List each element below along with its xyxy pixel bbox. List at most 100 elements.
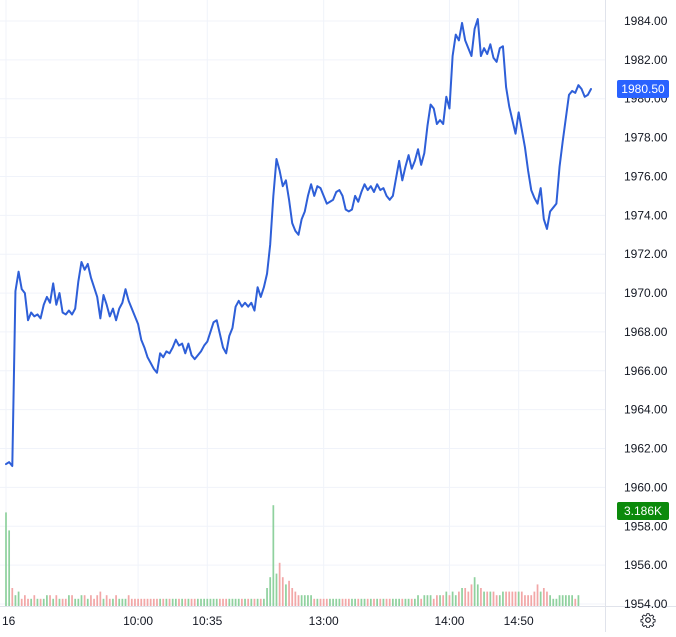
volume-bar [124,598,127,606]
volume-bar [105,595,108,606]
volume-bar [325,598,328,606]
volume-bar [212,598,215,606]
gear-icon[interactable] [640,612,656,628]
volume-bar [319,598,322,606]
volume-bar [492,591,495,606]
volume-bar [184,598,187,606]
volume-bar [30,598,33,606]
volume-bar [171,598,174,606]
volume-bar [388,598,391,606]
volume-bar [281,577,284,606]
volume-bar [357,598,360,606]
y-tick-label: 1972.00 [624,247,668,261]
volume-bar [480,588,482,606]
volume-bar [564,595,567,606]
volume-bar [253,598,256,606]
volume-bar [568,595,570,606]
volume-bar [168,598,171,606]
volume-bar [17,591,20,606]
volume-bar [181,598,183,606]
volume-bar [461,588,463,606]
volume-bar [134,598,136,606]
volume-bar [137,598,139,606]
volume-bar [99,591,102,606]
volume-badge-label: 3.186K [624,504,662,518]
volume-bar [244,598,246,606]
volume-bar [5,512,7,606]
volume-bar [558,595,561,606]
volume-bar [259,598,262,606]
volume-bar [464,588,467,606]
volume-bar [228,598,231,606]
volume-bar [391,598,394,606]
volume-bar [549,595,551,606]
volume-bar [209,598,212,606]
volume-bar [454,595,457,606]
x-tick-label: 10:35 [192,614,222,628]
volume-bar [241,598,243,606]
volume-bar [410,598,413,606]
volume-bar [414,598,416,606]
y-tick-label: 1984.00 [624,14,668,28]
volume-bar [231,598,234,606]
volume-bar [46,595,48,606]
volume-bar [234,598,237,606]
volume-bar [366,598,369,606]
volume-bar [118,598,121,606]
volume-bar [247,598,250,606]
price-badge-label: 1980.50 [621,82,665,96]
volume-bar [20,598,23,606]
volume-bar [203,598,206,606]
volume-bar [341,598,344,606]
volume-bar [385,598,388,606]
volume-bar [96,595,99,606]
volume-bar [143,598,146,606]
volume-bar [436,595,438,606]
volume-bar [190,598,193,606]
volume-bar [426,595,429,606]
volume-bar [369,598,372,606]
volume-bar [502,591,504,606]
volume-bar [439,595,441,606]
volume-bar [237,598,240,606]
volume-bar [530,595,533,606]
volume-bar [206,598,209,606]
y-tick-label: 1964.00 [624,403,668,417]
y-tick-label: 1970.00 [624,286,668,300]
volume-bar [486,591,489,606]
y-tick-label: 1976.00 [624,169,668,183]
volume-bar [539,591,542,606]
volume-bar [222,598,224,606]
volume-bar [577,595,580,606]
volume-bar [332,598,334,606]
volume-bar [200,598,202,606]
volume-bar [360,598,363,606]
volume-bar [64,598,67,606]
volume-bar [174,598,177,606]
volume-bar [489,591,492,606]
volume-bar [86,598,89,606]
volume-bar [561,595,564,606]
volume-bar [152,598,155,606]
volume-bar [33,595,36,606]
volume-bar [470,584,473,606]
volume-bar [291,588,294,606]
price-line [5,18,592,468]
volume-bar [536,584,539,606]
volume-bar [445,591,448,606]
volume-bar [300,595,303,606]
volume-bar [417,595,419,606]
volume-bar [83,595,86,606]
x-axis: 16 10:00 10:35 13:00 14:00 14:50 [2,614,534,628]
volume-bar [36,598,39,606]
volume-bar [382,598,385,606]
y-tick-label: 1974.00 [624,208,668,222]
volume-bar [11,588,14,606]
volume-bar [511,591,514,606]
volume-bar [77,598,80,606]
volume-bar [187,598,190,606]
volume-bar [294,591,297,606]
volume-bar [162,598,165,606]
